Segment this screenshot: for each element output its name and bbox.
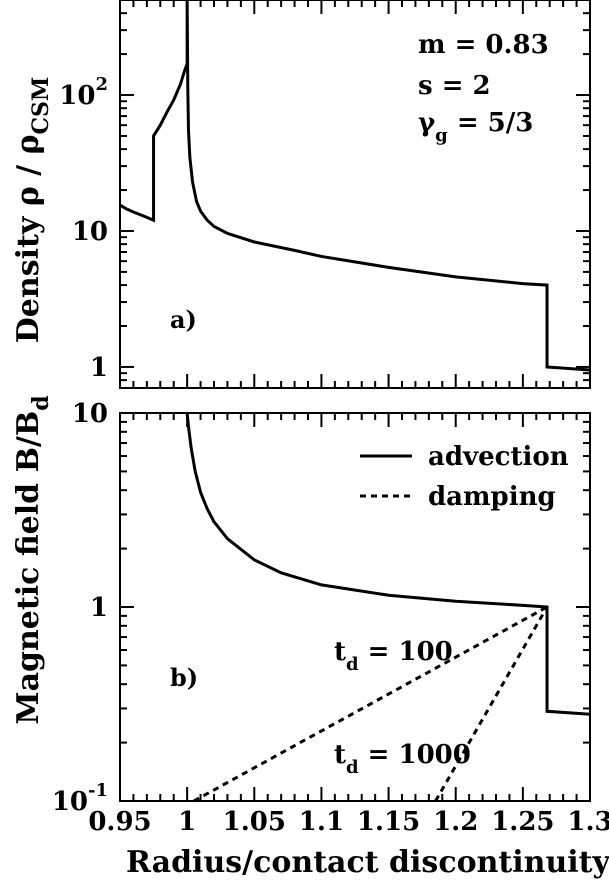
x-tick-label: 1 bbox=[178, 807, 196, 837]
panel-label-b: b) bbox=[170, 663, 198, 692]
panel-a: 1 10 102 m = 0.83 s = 2 γg = 5/3 a) Densit… bbox=[11, 0, 591, 389]
legend-damping-label: damping bbox=[428, 482, 556, 512]
panel-b-tick-labels: 10-1 1 10 bbox=[52, 399, 108, 817]
legend-advection-label: advection bbox=[428, 442, 569, 472]
x-tick-label: 1.2 bbox=[433, 807, 478, 837]
y-axis-title-density: Density ρ / ρCSM bbox=[11, 77, 54, 343]
x-axis-title: Radius/contact discontinuity bbox=[126, 845, 609, 880]
damping-td100-curve bbox=[193, 605, 548, 803]
x-tick-label: 1.25 bbox=[491, 807, 554, 837]
y-tick-label: 102 bbox=[59, 74, 108, 111]
y-axis-title-magnetic: Magnetic field B/Bd bbox=[11, 395, 54, 724]
damping-td1000-curve bbox=[434, 606, 549, 802]
y-tick-label: 1 bbox=[90, 353, 108, 383]
y-tick-label: 10 bbox=[72, 217, 108, 247]
x-tick-label: 1.1 bbox=[299, 807, 344, 837]
panel-a-tick-labels: 1 10 102 bbox=[59, 74, 108, 383]
y-tick-label: 1 bbox=[90, 593, 108, 623]
x-tick-labels: 0.95 1 1.05 1.1 1.15 1.2 1.25 1.3 bbox=[88, 807, 609, 837]
advection-curve bbox=[185, 412, 591, 716]
annotation-td100: td = 100 bbox=[334, 637, 453, 675]
x-tick-label: 0.95 bbox=[88, 807, 151, 837]
x-tick-label: 1.05 bbox=[223, 807, 286, 837]
annotation-gamma: γg = 5/3 bbox=[418, 108, 533, 146]
annotation-s: s = 2 bbox=[418, 71, 491, 101]
x-tick-label: 1.15 bbox=[357, 807, 420, 837]
density-curve bbox=[119, 0, 591, 372]
panel-a-frame bbox=[119, 0, 591, 389]
x-tick-label: 1.3 bbox=[567, 807, 609, 837]
y-tick-label: 10-1 bbox=[52, 780, 108, 817]
annotation-m: m = 0.83 bbox=[418, 30, 549, 60]
panel-label-a: a) bbox=[170, 305, 197, 334]
y-tick-label: 10 bbox=[72, 399, 108, 429]
panel-b: 10-1 1 10 0.95 1 1.05 1.1 1.15 1.2 1.25 1.3 advec… bbox=[11, 395, 609, 880]
panel-b-ticks bbox=[119, 412, 591, 802]
annotation-td1000: td = 1000 bbox=[334, 740, 471, 778]
